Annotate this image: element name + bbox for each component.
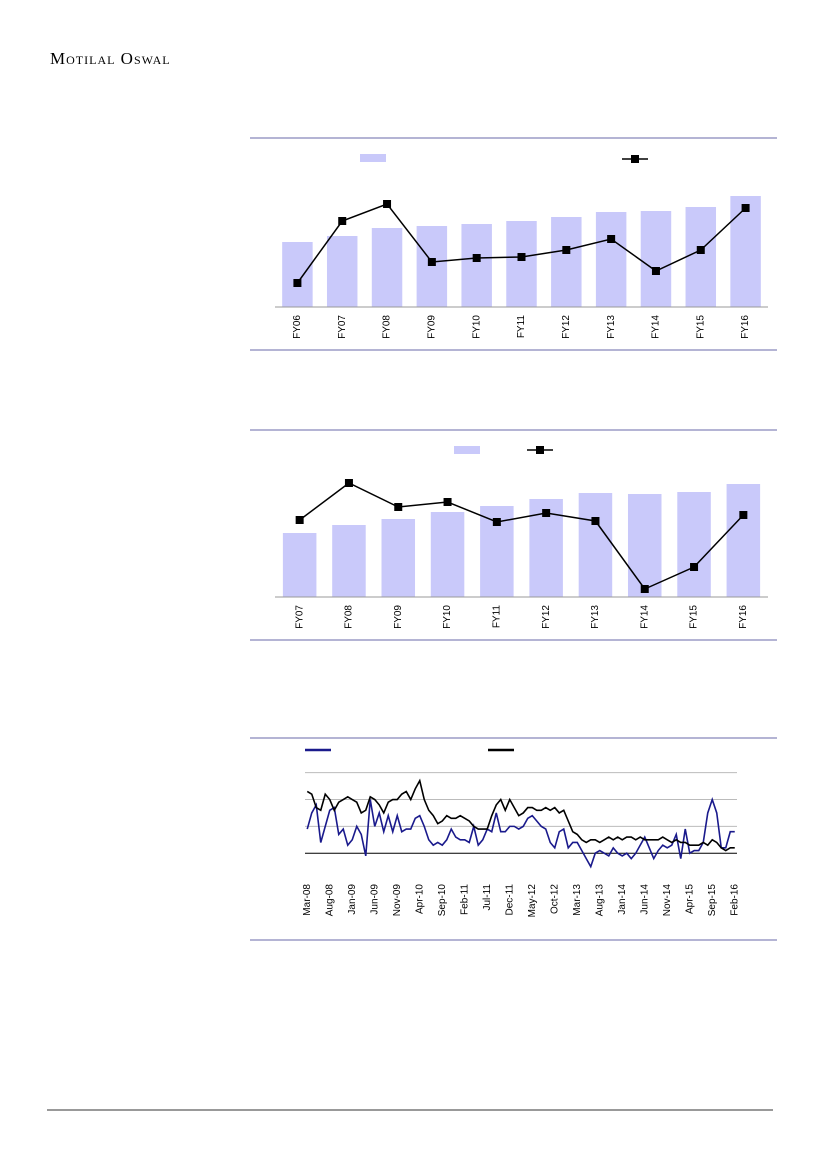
line-marker bbox=[338, 217, 347, 225]
brand: Motilal Oswal bbox=[50, 49, 171, 68]
x-tick-label: Jan-09 bbox=[347, 884, 358, 915]
line-marker bbox=[427, 258, 436, 266]
x-tick-label: Feb-11 bbox=[459, 884, 470, 915]
bar bbox=[685, 207, 717, 307]
bar bbox=[595, 212, 627, 307]
x-tick-label: Mar-13 bbox=[572, 884, 583, 916]
bar bbox=[416, 226, 448, 307]
x-tick-label: Oct-12 bbox=[549, 884, 560, 914]
x-tick-label: FY15 bbox=[695, 315, 706, 339]
bar bbox=[461, 224, 492, 307]
bar bbox=[282, 533, 317, 597]
bar bbox=[640, 211, 672, 307]
line-marker bbox=[394, 503, 403, 511]
bar bbox=[282, 242, 313, 307]
x-tick-label: FY06 bbox=[292, 315, 303, 339]
x-tick-label: FY16 bbox=[738, 605, 749, 629]
x-tick-label: FY11 bbox=[516, 315, 527, 339]
bar bbox=[551, 217, 582, 307]
x-tick-label: Jul-11 bbox=[482, 884, 493, 911]
line-marker bbox=[295, 516, 304, 524]
x-tick-label: FY13 bbox=[590, 605, 601, 629]
x-tick-label: Dec-11 bbox=[504, 884, 515, 916]
line-marker bbox=[591, 517, 600, 525]
line-marker bbox=[607, 235, 616, 243]
x-tick-label: Apr-15 bbox=[684, 884, 695, 914]
x-tick-label: Sep-10 bbox=[437, 884, 448, 917]
bar bbox=[677, 492, 711, 597]
line-marker bbox=[293, 279, 302, 287]
bar bbox=[726, 484, 761, 597]
line-marker bbox=[383, 200, 392, 208]
x-tick-label: Aug-13 bbox=[594, 884, 605, 917]
x-tick-label: Sep-15 bbox=[707, 884, 718, 917]
x-tick-label: Nov-14 bbox=[662, 884, 673, 917]
line-marker bbox=[741, 204, 750, 212]
x-tick-label: FY07 bbox=[294, 605, 305, 629]
x-tick-label: FY14 bbox=[639, 605, 650, 629]
legend-swatch bbox=[454, 446, 480, 454]
x-tick-label: May-12 bbox=[527, 884, 538, 918]
line-marker bbox=[696, 246, 705, 254]
bar bbox=[506, 221, 537, 307]
line-marker bbox=[562, 246, 571, 254]
x-tick-label: Jan-14 bbox=[617, 884, 628, 915]
x-tick-label: FY14 bbox=[651, 315, 662, 339]
bar bbox=[332, 525, 366, 597]
x-tick-label: Jun-09 bbox=[369, 884, 380, 915]
x-tick-label: FY13 bbox=[606, 315, 617, 339]
line bbox=[306, 797, 735, 869]
line-marker bbox=[651, 267, 660, 275]
bar bbox=[371, 228, 403, 307]
x-tick-label: FY10 bbox=[442, 605, 453, 629]
bar bbox=[430, 512, 465, 597]
bar bbox=[578, 493, 613, 597]
x-tick-label: FY08 bbox=[382, 315, 393, 339]
x-tick-label: FY10 bbox=[471, 315, 482, 339]
x-tick-label: Nov-09 bbox=[392, 884, 403, 917]
bar bbox=[627, 494, 662, 597]
line-marker bbox=[344, 479, 353, 487]
bar bbox=[381, 519, 416, 597]
x-tick-label: Aug-08 bbox=[324, 884, 335, 917]
line-marker bbox=[517, 253, 526, 261]
x-tick-label: FY11 bbox=[491, 605, 502, 629]
line bbox=[299, 482, 744, 590]
legend-swatch bbox=[536, 446, 544, 454]
x-tick-label: FY09 bbox=[393, 605, 404, 629]
x-tick-label: Jun-14 bbox=[639, 884, 650, 915]
x-tick-label: FY15 bbox=[689, 605, 700, 629]
x-tick-label: FY09 bbox=[427, 315, 438, 339]
line-marker bbox=[443, 498, 452, 506]
x-tick-label: FY08 bbox=[344, 605, 355, 629]
x-tick-label: FY12 bbox=[541, 605, 552, 629]
line-marker bbox=[472, 254, 481, 262]
legend-swatch bbox=[631, 155, 639, 163]
bar bbox=[326, 236, 358, 307]
x-tick-label: FY07 bbox=[337, 315, 348, 339]
x-tick-label: FY12 bbox=[561, 315, 572, 339]
x-tick-label: Mar-08 bbox=[302, 884, 313, 916]
x-tick-label: FY16 bbox=[740, 315, 751, 339]
line-marker bbox=[492, 518, 501, 526]
x-tick-label: Feb-16 bbox=[729, 884, 740, 916]
line-marker bbox=[690, 563, 699, 571]
legend-swatch bbox=[360, 154, 386, 162]
line-marker bbox=[640, 585, 649, 593]
x-tick-label: Apr-10 bbox=[414, 884, 425, 914]
line bbox=[306, 778, 735, 852]
bar bbox=[730, 196, 761, 307]
line-marker bbox=[542, 509, 551, 517]
line-marker bbox=[739, 511, 748, 519]
